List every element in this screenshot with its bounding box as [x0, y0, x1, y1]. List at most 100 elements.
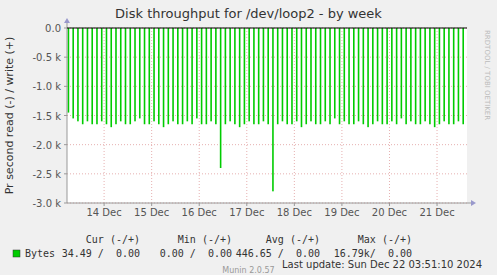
bar [263, 28, 265, 121]
x-tick-label: 21 Dec [419, 207, 454, 218]
bar [301, 28, 303, 127]
legend-column-header: Min (-/+) [178, 234, 232, 245]
bar [410, 28, 412, 121]
bar [96, 28, 98, 124]
bar [458, 28, 460, 121]
bar [291, 28, 293, 124]
y-grid-line [67, 173, 467, 174]
bar [272, 28, 274, 191]
bar [329, 28, 331, 124]
zero-line [67, 28, 467, 29]
legend-stat: 446.65 / 0.00 [236, 248, 320, 259]
y-grid-line [67, 57, 467, 58]
bar [177, 28, 179, 124]
y-axis-label: Pr second read (-) / write (+) [3, 37, 16, 195]
chart: Disk throughput for /dev/loop2 - by week… [0, 0, 497, 275]
bar [358, 28, 360, 121]
bar [201, 28, 203, 124]
marks [68, 28, 464, 191]
bar [163, 28, 165, 127]
bar [443, 28, 445, 121]
legend-column-header: Cur (-/+) [86, 234, 140, 245]
bar [144, 28, 146, 124]
bar [229, 28, 231, 121]
bar [277, 28, 279, 124]
bar [234, 28, 236, 124]
bar [253, 28, 255, 124]
watermark: RRDTOOL / TOBI OETIKER [483, 30, 491, 120]
bar [401, 28, 403, 118]
bar [296, 28, 298, 121]
x-grid-line [104, 28, 105, 203]
bar [77, 28, 79, 121]
bar [225, 28, 227, 124]
bar [258, 28, 260, 124]
plot-area [67, 28, 467, 203]
bar [315, 28, 317, 124]
bar [429, 28, 431, 124]
bar [339, 28, 341, 124]
y-grid-line [67, 144, 467, 145]
bar [434, 28, 436, 127]
bar [91, 28, 93, 124]
bar [158, 28, 160, 124]
bar [367, 28, 369, 127]
bar [320, 28, 322, 124]
bar [453, 28, 455, 124]
bar [134, 28, 136, 121]
background [0, 0, 497, 275]
bar [420, 28, 422, 124]
bar [187, 28, 189, 121]
bar [115, 28, 117, 124]
bar [139, 28, 141, 118]
grid [67, 28, 467, 203]
x-grid-line [199, 28, 200, 203]
y-tick-label: -1.5 k [33, 111, 62, 122]
bar [267, 28, 269, 124]
bar [220, 28, 222, 168]
legend-stat: 34.49 / 0.00 [62, 248, 140, 259]
legend-column-header: Max (-/+) [358, 234, 412, 245]
bar [110, 28, 112, 127]
bar [168, 28, 170, 124]
bar [182, 28, 184, 124]
x-tick-label: 16 Dec [182, 207, 217, 218]
bar [153, 28, 155, 121]
bar [172, 28, 174, 121]
y-tick-label: 0.0 [45, 23, 61, 34]
x-axis [67, 203, 471, 204]
y-tick-label: -0.5 k [33, 52, 62, 63]
bar [462, 28, 464, 124]
bar [68, 28, 70, 113]
bar [382, 28, 384, 124]
bar [386, 28, 388, 124]
bar [363, 28, 365, 124]
bar [377, 28, 379, 121]
bar [101, 28, 103, 121]
legend-stat: 0.00 / 0.00 [160, 248, 232, 259]
bar [405, 28, 407, 124]
bar [210, 28, 212, 121]
legend-swatch [13, 250, 20, 257]
y-tick-label: -1.0 k [33, 81, 62, 92]
bar [424, 28, 426, 121]
x-grid-line [341, 28, 342, 203]
x-tick-label: 19 Dec [324, 207, 359, 218]
bar [215, 28, 217, 124]
bar [348, 28, 350, 124]
bar [448, 28, 450, 124]
x-tick-label: 20 Dec [372, 207, 407, 218]
bar [310, 28, 312, 121]
x-grid-line [294, 28, 295, 203]
bar [148, 28, 150, 124]
y-axis [67, 23, 68, 203]
y-grid-line [67, 115, 467, 116]
y-tick-label: -2.5 k [33, 169, 62, 180]
x-tick-label: 18 Dec [277, 207, 312, 218]
bar [439, 28, 441, 124]
bar [129, 28, 131, 124]
x-grid-line [151, 28, 152, 203]
bar [391, 28, 393, 121]
bar [372, 28, 374, 124]
y-axis-arrow [64, 18, 70, 23]
